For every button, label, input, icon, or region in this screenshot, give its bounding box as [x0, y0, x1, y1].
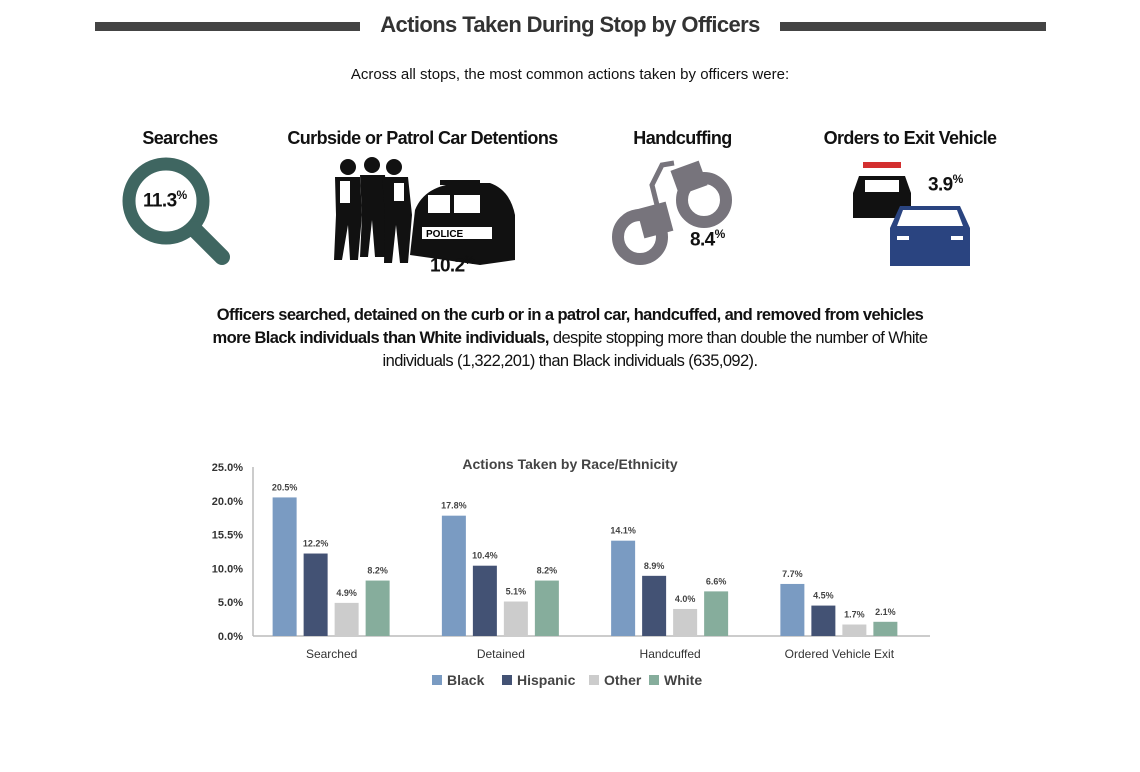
data-label: 4.0% — [675, 594, 696, 604]
legend-swatch-hispanic — [502, 675, 512, 685]
bar-black — [780, 583, 805, 636]
bar-other — [842, 624, 867, 636]
stat-label-detentions: Curbside or Patrol Car Detentions — [287, 128, 558, 148]
legend-label: Other — [604, 672, 642, 688]
bar-other — [673, 608, 698, 636]
police-car-and-car-icon — [853, 162, 970, 266]
x-tick-label: Detained — [477, 647, 525, 661]
data-label: 5.1% — [506, 587, 527, 597]
legend-label: Hispanic — [517, 672, 576, 688]
stat-value-detentions: 10.2% — [430, 253, 475, 277]
data-label: 8.2% — [367, 566, 388, 576]
data-label: 10.4% — [472, 551, 498, 561]
legend-label: White — [664, 672, 702, 688]
data-label: 2.1% — [875, 607, 896, 617]
police-detention-icon: POLICE — [334, 157, 515, 265]
x-tick-label: Ordered Vehicle Exit — [785, 647, 895, 661]
page-title: Actions Taken During Stop by Officers — [380, 12, 760, 37]
bar-white — [873, 621, 898, 636]
title-rule-left — [95, 22, 360, 31]
bar-white — [704, 591, 729, 636]
stat-value-handcuffing: 8.4% — [690, 227, 725, 251]
stat-label-handcuffing: Handcuffing — [633, 128, 732, 148]
bar-hispanic — [303, 553, 328, 636]
y-tick-label: 0.0% — [218, 631, 243, 643]
summary-normal: despite stopping more than double the nu… — [382, 329, 929, 370]
chart-title: Actions Taken by Race/Ethnicity — [462, 456, 677, 472]
page-subtitle: Across all stops, the most common action… — [350, 66, 790, 83]
data-label: 12.2% — [303, 539, 329, 549]
bar-hispanic — [811, 605, 836, 636]
data-label: 8.2% — [537, 566, 558, 576]
y-tick-label: 20.0% — [212, 496, 243, 508]
legend-label: Black — [447, 672, 485, 688]
summary-text: Officers searched, detained on the curb … — [200, 304, 940, 373]
legend-swatch-black — [432, 675, 442, 685]
x-tick-label: Searched — [306, 647, 357, 661]
data-label: 1.7% — [844, 610, 865, 620]
bar-other — [503, 601, 528, 636]
data-label: 7.7% — [782, 569, 803, 579]
data-label: 6.6% — [706, 576, 727, 586]
data-label: 20.5% — [272, 482, 298, 492]
bar-white — [534, 580, 559, 636]
race-actions-chart: Actions Taken by Race/Ethnicity 0.0% 5.0%… — [212, 456, 930, 688]
police-badge-text: POLICE — [426, 229, 464, 240]
title-rule-right — [780, 22, 1046, 31]
bar-white — [365, 580, 390, 636]
x-tick-label: Handcuffed — [640, 647, 701, 661]
bar-hispanic — [472, 565, 497, 636]
y-tick-label: 25.0% — [212, 462, 243, 474]
bar-other — [334, 602, 359, 636]
handcuffs-icon — [612, 160, 732, 265]
legend-swatch-other — [589, 675, 599, 685]
bar-hispanic — [642, 575, 667, 636]
summary-bold: Officers searched, detained on the curb … — [212, 306, 924, 347]
data-label: 8.9% — [644, 561, 665, 571]
bar-black — [272, 497, 297, 636]
y-tick-label: 10.0% — [212, 563, 243, 575]
y-tick-label: 15.5% — [212, 530, 243, 542]
bar-black — [441, 515, 466, 636]
stat-value-exit-vehicle: 3.9% — [928, 172, 963, 196]
stat-label-searches: Searches — [142, 128, 218, 148]
data-label: 14.1% — [610, 526, 636, 536]
bar-black — [611, 540, 636, 636]
stat-label-exit-vehicle: Orders to Exit Vehicle — [823, 128, 997, 148]
data-label: 17.8% — [441, 501, 467, 511]
y-tick-label: 5.0% — [218, 597, 243, 609]
data-label: 4.9% — [336, 588, 357, 598]
data-label: 4.5% — [813, 591, 834, 601]
magnifying-glass-icon — [122, 157, 230, 265]
legend-swatch-white — [649, 675, 659, 685]
stat-value-searches: 11.3% — [143, 188, 187, 212]
